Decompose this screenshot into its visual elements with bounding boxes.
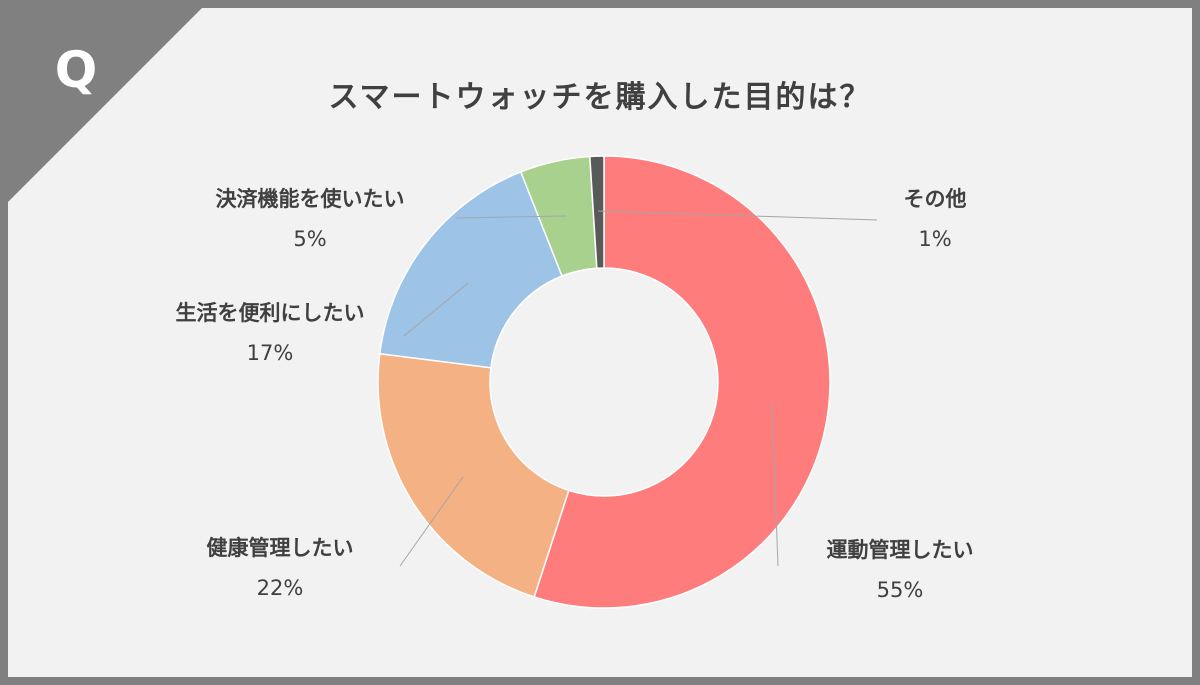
leader-line-exercise [771, 404, 779, 567]
slice-label-health: 健康管理したい 22% [170, 533, 390, 603]
donut-slice-exercise [533, 155, 831, 609]
slice-label-other-name: その他 [903, 187, 967, 211]
slice-label-convenience-name: 生活を便利にしたい [175, 301, 365, 325]
slice-label-health-value: 22% [256, 576, 304, 600]
slice-label-payment-name: 決済機能を使いたい [215, 187, 405, 211]
leader-line-other [597, 210, 878, 221]
slice-label-payment-value: 5% [293, 227, 327, 251]
slice-label-other: その他 1% [865, 184, 1005, 254]
question-badge-letter: Q [54, 41, 98, 99]
leader-line-health [399, 476, 464, 567]
slice-label-payment: 決済機能を使いたい 5% [190, 184, 430, 254]
slice-label-health-name: 健康管理したい [206, 536, 354, 560]
donut-slice-other [589, 155, 605, 270]
slice-label-exercise: 運動管理したい 55% [790, 535, 1010, 605]
chart-title: スマートウォッチを購入した目的は？ [328, 80, 872, 115]
question-badge [0, 0, 210, 210]
donut-slice-health [377, 352, 570, 598]
slice-label-convenience-value: 17% [246, 341, 294, 365]
leader-line-convenience [403, 282, 469, 337]
leader-line-payment [455, 215, 567, 219]
slice-label-exercise-value: 55% [876, 578, 924, 602]
slice-label-exercise-name: 運動管理したい [826, 538, 974, 562]
slice-label-other-value: 1% [918, 227, 952, 251]
slice-label-convenience: 生活を便利にしたい 17% [150, 298, 390, 368]
